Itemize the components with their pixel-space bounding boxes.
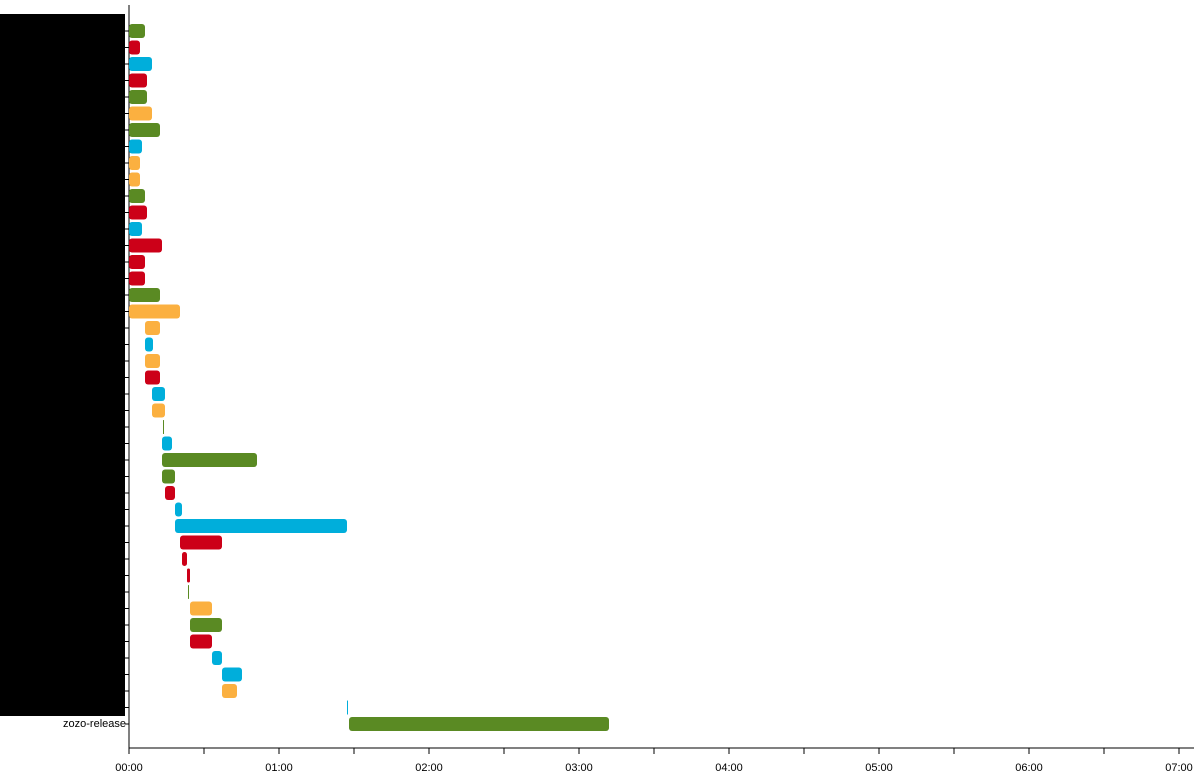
bar (145, 354, 160, 368)
x-tick-label: 04:00 (715, 762, 743, 774)
x-tick-label: 03:00 (565, 762, 593, 774)
bar (162, 436, 172, 451)
bar (182, 552, 187, 566)
x-tick-label: 02:00 (415, 762, 443, 774)
bar (162, 469, 175, 484)
bar (129, 90, 147, 104)
row-label: zozo-release (63, 718, 126, 730)
bar (187, 568, 190, 583)
bar (129, 271, 145, 286)
bar (349, 717, 609, 731)
bar (180, 535, 222, 550)
bar (129, 172, 140, 187)
bar (129, 73, 147, 88)
bar (129, 288, 160, 302)
bar (129, 139, 142, 154)
bar (129, 156, 140, 170)
bar (347, 700, 348, 715)
bar (129, 205, 147, 220)
bar (190, 601, 212, 616)
redaction (0, 14, 125, 716)
bar (162, 453, 257, 467)
bar (175, 519, 347, 533)
bar (145, 321, 160, 335)
bar (129, 57, 152, 71)
bar (129, 255, 145, 269)
bar (188, 585, 189, 599)
x-tick-label: 01:00 (265, 762, 293, 774)
bar (129, 304, 180, 319)
bar (190, 634, 212, 649)
x-tick-label: 07:00 (1165, 762, 1193, 774)
bar (152, 387, 165, 401)
bar (222, 684, 237, 698)
x-tick-label: 00:00 (115, 762, 143, 774)
bar (129, 106, 152, 121)
bar (165, 486, 175, 500)
bar (222, 667, 242, 682)
bar (190, 618, 222, 632)
bar (175, 502, 182, 517)
bar (129, 238, 162, 253)
bar (129, 189, 145, 203)
x-tick-label: 05:00 (865, 762, 893, 774)
bar (145, 370, 160, 385)
x-tick-label: 06:00 (1015, 762, 1043, 774)
bar (129, 24, 145, 38)
bar (152, 403, 165, 418)
bar (163, 420, 164, 434)
bar (129, 123, 160, 137)
bar (212, 651, 222, 665)
bar (129, 222, 142, 236)
bar (145, 337, 153, 352)
bar (129, 40, 140, 55)
